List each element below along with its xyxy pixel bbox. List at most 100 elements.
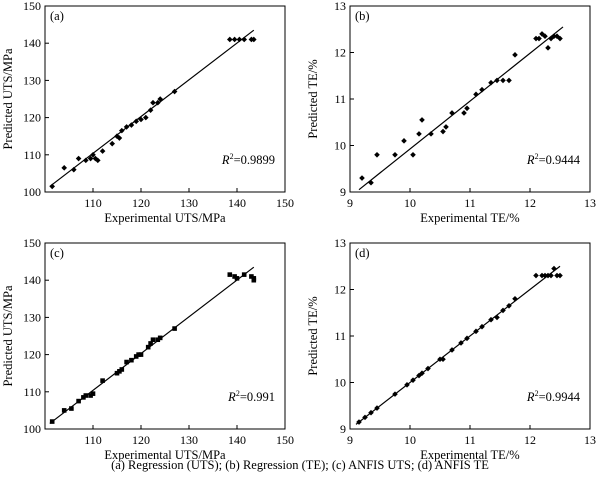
data-point — [119, 367, 125, 372]
x-tick-label: 12 — [524, 196, 536, 210]
data-point — [90, 152, 96, 158]
data-point — [117, 369, 122, 374]
data-point — [75, 155, 82, 162]
y-tick-label: 150 — [23, 0, 41, 13]
data-point — [138, 116, 144, 123]
data-point — [362, 414, 368, 421]
data-point — [147, 107, 154, 113]
data-point — [157, 96, 163, 102]
x-tick-label: 11 — [464, 433, 476, 447]
x-tick-label: 110 — [84, 196, 102, 210]
data-point — [557, 35, 563, 42]
y-tick-label: 11 — [334, 92, 346, 106]
x-tick-label: 150 — [276, 196, 294, 210]
data-point — [359, 175, 365, 181]
fit-line — [355, 265, 561, 425]
data-point — [494, 314, 500, 321]
data-point — [100, 378, 105, 383]
y-axis-label: Predicted TE/% — [306, 296, 320, 375]
data-point — [404, 382, 410, 388]
x-tick-label: 150 — [276, 433, 294, 447]
y-tick-label: 10 — [334, 139, 346, 153]
data-point — [374, 152, 380, 158]
data-point — [150, 99, 156, 106]
data-point — [69, 406, 74, 411]
plot-frame — [44, 242, 286, 430]
data-point — [512, 52, 518, 58]
panel-a: 110 120 130 140 150 100 110 120 130 140 150 Experim… — [1, 0, 294, 225]
data-point — [249, 274, 254, 279]
data-point — [392, 391, 398, 397]
data-point — [88, 393, 93, 398]
x-tick-label: 13 — [584, 196, 596, 210]
x-tick-label: 130 — [180, 196, 198, 210]
data-point — [171, 88, 178, 95]
data-point — [551, 33, 557, 40]
data-point — [554, 33, 560, 40]
panel-label: (c) — [50, 246, 64, 260]
x-tick-label: 10 — [404, 196, 416, 210]
r-squared-annotation: R2=0.991 — [227, 389, 275, 404]
data-point — [473, 328, 479, 335]
data-point — [129, 357, 134, 363]
fit-line — [358, 26, 564, 191]
data-point — [241, 272, 247, 277]
data-point — [488, 79, 494, 86]
data-point — [155, 337, 161, 343]
data-point — [227, 272, 233, 277]
data-point — [479, 86, 485, 93]
data-point — [458, 340, 464, 346]
data-point — [506, 77, 512, 84]
y-tick-label: 100 — [23, 422, 41, 436]
data-point — [119, 127, 125, 134]
r-squared-annotation: R2=0.9899 — [221, 152, 275, 167]
y-tick-label: 12 — [334, 46, 346, 60]
x-tick-label: 9 — [347, 196, 353, 210]
data-point — [449, 110, 455, 116]
data-point — [533, 35, 539, 42]
data-point — [356, 419, 362, 425]
data-point — [479, 323, 485, 330]
y-tick-label: 130 — [23, 310, 41, 324]
data-point — [95, 157, 101, 164]
x-tick-label: 140 — [228, 433, 246, 447]
data-point — [49, 183, 55, 190]
data-point — [545, 272, 551, 279]
data-point — [155, 99, 161, 106]
data-point — [392, 152, 398, 158]
data-point — [461, 110, 467, 116]
data-point — [157, 335, 163, 341]
y-tick-label: 150 — [23, 236, 41, 250]
data-point — [83, 393, 89, 398]
data-point — [449, 347, 455, 353]
data-point — [227, 36, 233, 43]
y-axis-label: Predicted UTS/MPa — [1, 48, 15, 149]
data-point — [81, 395, 86, 400]
data-point — [241, 36, 247, 43]
panel-d: 9 10 11 12 13 9 10 11 12 13 Experimental TE/% Predi… — [306, 236, 596, 462]
data-point — [416, 131, 422, 137]
data-point — [410, 152, 416, 158]
data-point — [410, 377, 416, 383]
data-point — [545, 45, 551, 51]
data-point — [236, 36, 243, 43]
data-point — [419, 117, 425, 123]
data-point — [87, 155, 94, 162]
data-point — [145, 344, 151, 350]
figure-caption: (a) Regression (UTS); (b) Regression (TE… — [111, 458, 489, 472]
x-tick-label: 110 — [84, 433, 102, 447]
data-point — [512, 296, 518, 302]
data-point — [61, 408, 67, 413]
data-point — [551, 265, 557, 272]
data-point — [136, 352, 141, 357]
data-point — [374, 405, 380, 411]
data-point — [554, 272, 560, 279]
x-tick-label: 120 — [132, 196, 150, 210]
data-point — [234, 276, 240, 281]
x-tick-label: 130 — [180, 433, 198, 447]
data-point — [440, 128, 446, 135]
y-tick-label: 12 — [334, 283, 346, 297]
r-squared-annotation: R2=0.9444 — [526, 152, 581, 167]
panel-c: 110 120 130 140 150 100 110 120 130 140 150 Experim… — [1, 236, 294, 462]
